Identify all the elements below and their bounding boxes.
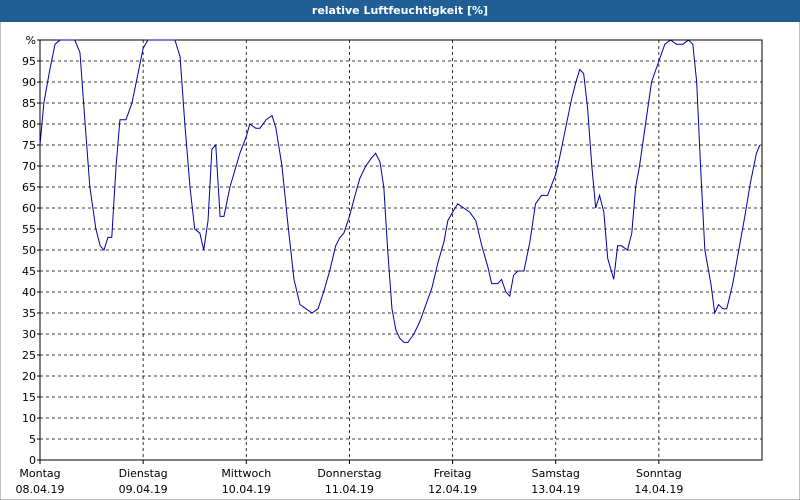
- y-tick-label: 90: [22, 76, 36, 89]
- x-tick-label: Sonntag: [636, 467, 682, 480]
- y-tick-label: 30: [22, 328, 36, 341]
- x-tick-date: 14.04.19: [634, 483, 683, 496]
- x-tick-date: 13.04.19: [531, 483, 580, 496]
- y-tick-label: 65: [22, 181, 36, 194]
- x-tick-date: 10.04.19: [222, 483, 271, 496]
- x-tick-label: Donnerstag: [317, 467, 381, 480]
- y-tick-label: 55: [22, 223, 36, 236]
- y-tick-label: 85: [22, 97, 36, 110]
- y-tick-label: 45: [22, 265, 36, 278]
- x-tick-label: Freitag: [434, 467, 472, 480]
- x-tick-label: Samstag: [532, 467, 580, 480]
- title-bar: [0, 0, 800, 22]
- x-tick-label: Mittwoch: [221, 467, 271, 480]
- x-tick-label: Dienstag: [119, 467, 168, 480]
- x-tick-date: 09.04.19: [119, 483, 168, 496]
- x-tick-date: 08.04.19: [16, 483, 65, 496]
- x-tick-label: Montag: [19, 467, 60, 480]
- y-tick-label: 40: [22, 286, 36, 299]
- x-tick-date: 12.04.19: [428, 483, 477, 496]
- y-tick-label: 95: [22, 55, 36, 68]
- line: [39, 39, 761, 343]
- y-tick-label: %: [26, 34, 36, 47]
- y-tick-label: 20: [22, 370, 36, 383]
- y-tick-label: 50: [22, 244, 36, 257]
- y-tick-label: 25: [22, 349, 36, 362]
- y-tick-label: 10: [22, 412, 36, 425]
- y-tick-label: 75: [22, 139, 36, 152]
- chart-title: relative Luftfeuchtigkeit [%]: [312, 4, 488, 17]
- y-tick-label: 15: [22, 391, 36, 404]
- y-tick-label: 35: [22, 307, 36, 320]
- y-tick-label: 0: [29, 454, 36, 467]
- y-tick-label: 70: [22, 160, 36, 173]
- y-tick-label: 80: [22, 118, 36, 131]
- y-tick-label: 60: [22, 202, 36, 215]
- x-tick-date: 11.04.19: [325, 483, 374, 496]
- y-tick-label: 5: [29, 433, 36, 446]
